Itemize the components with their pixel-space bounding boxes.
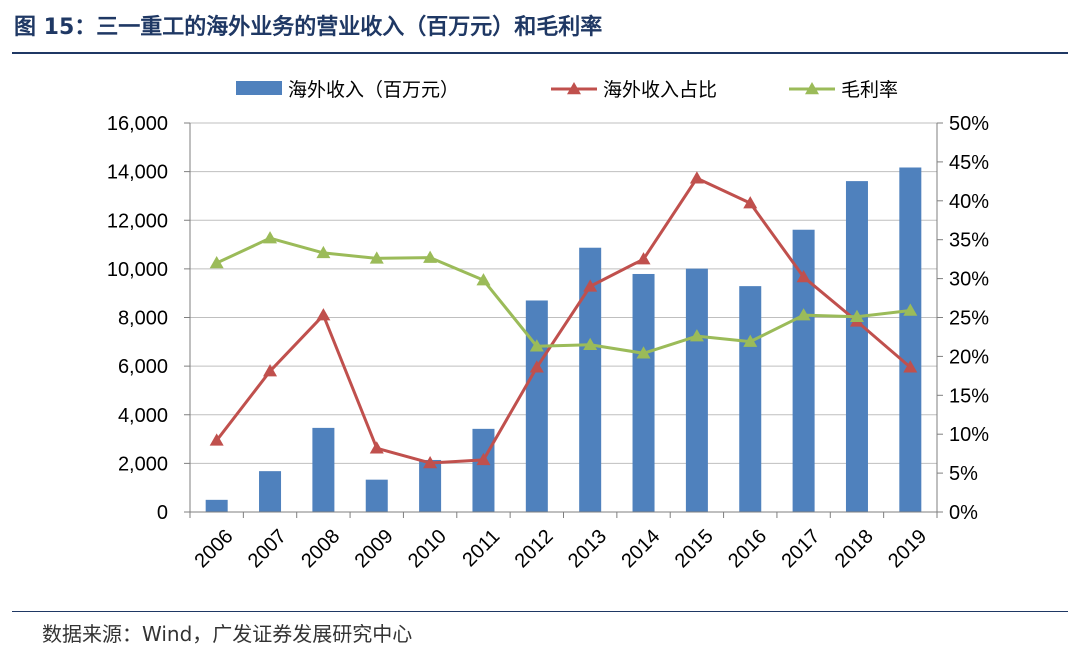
left-tick-label: 12,000 bbox=[107, 210, 168, 232]
x-tick-label: 2011 bbox=[458, 525, 504, 571]
bar bbox=[579, 247, 602, 512]
data-point bbox=[636, 252, 651, 265]
left-tick-label: 0 bbox=[157, 502, 168, 524]
legend-marker bbox=[567, 82, 581, 95]
legend-marker bbox=[805, 82, 819, 95]
data-point bbox=[316, 308, 331, 321]
left-tick-label: 2,000 bbox=[118, 453, 168, 475]
data-point bbox=[636, 346, 651, 359]
series-line bbox=[215, 176, 912, 465]
series-line bbox=[216, 236, 911, 355]
data-point bbox=[796, 308, 811, 321]
data-point bbox=[423, 250, 438, 263]
data-point bbox=[263, 231, 278, 244]
left-tick-label: 4,000 bbox=[118, 405, 168, 427]
chart-legend: 海外收入（百万元） 海外收入占比 毛利率 bbox=[236, 79, 898, 101]
left-tick-label: 14,000 bbox=[107, 162, 168, 184]
combo-chart: 0 2,000 4,000 6,000 8,000 10,000 12,000 14,000 1… bbox=[107, 79, 989, 572]
x-tick-label: 2013 bbox=[564, 525, 611, 572]
data-point bbox=[583, 337, 598, 350]
bar bbox=[205, 499, 228, 512]
bar bbox=[792, 229, 815, 512]
left-tick-label: 6,000 bbox=[118, 356, 168, 378]
axes bbox=[184, 122, 943, 518]
x-tick-label: 2009 bbox=[351, 525, 398, 572]
data-point bbox=[849, 309, 864, 322]
x-tick-label: 2014 bbox=[617, 525, 664, 572]
data-point bbox=[423, 455, 438, 469]
source-divider bbox=[12, 611, 1068, 612]
legend-swatch bbox=[236, 81, 282, 95]
bar bbox=[632, 273, 655, 512]
line-series bbox=[209, 171, 918, 469]
x-tick-label: 2018 bbox=[831, 525, 878, 572]
right-tick-label: 25% bbox=[949, 308, 989, 330]
left-axis-tick-labels: 0 2,000 4,000 6,000 8,000 10,000 12,000 14,000 1… bbox=[107, 113, 168, 524]
left-tick-label: 8,000 bbox=[118, 308, 168, 330]
x-tick-label: 2006 bbox=[191, 525, 238, 572]
data-point bbox=[209, 433, 224, 446]
bar bbox=[312, 427, 335, 512]
x-axis-tick-labels: 2006 2007 2008 2009 2010 2011 2012 2013 2014 2015… bbox=[191, 525, 932, 572]
right-tick-label: 50% bbox=[949, 113, 989, 135]
right-tick-label: 10% bbox=[949, 424, 989, 446]
chart-title: 图 15：三一重工的海外业务的营业收入（百万元）和毛利率 bbox=[14, 15, 603, 40]
bar bbox=[899, 167, 922, 512]
right-tick-label: 5% bbox=[949, 463, 978, 485]
bar bbox=[419, 459, 442, 512]
right-tick-label: 35% bbox=[949, 230, 989, 252]
right-axis-tick-labels: 0% 5% 10% 15% 20% 25% 30% 35% 40% 45% 50% bbox=[949, 113, 989, 524]
data-point bbox=[796, 270, 811, 283]
source-note: 数据来源：Wind，广发证券发展研究中心 bbox=[42, 622, 413, 646]
right-tick-label: 15% bbox=[949, 385, 989, 407]
bar bbox=[845, 181, 868, 512]
right-tick-label: 0% bbox=[949, 502, 978, 524]
right-tick-label: 45% bbox=[949, 152, 989, 174]
gridlines bbox=[190, 122, 937, 513]
data-point bbox=[529, 339, 544, 352]
bar bbox=[472, 428, 495, 512]
x-tick-label: 2015 bbox=[671, 525, 718, 572]
bar bbox=[365, 479, 388, 512]
x-tick-label: 2007 bbox=[244, 525, 291, 572]
bar bbox=[259, 471, 282, 512]
data-point bbox=[263, 364, 278, 377]
bar bbox=[739, 286, 762, 512]
legend-label: 毛利率 bbox=[841, 79, 898, 101]
data-point bbox=[743, 196, 758, 209]
right-tick-label: 20% bbox=[949, 346, 989, 368]
left-tick-label: 10,000 bbox=[107, 259, 168, 281]
bar bbox=[685, 268, 708, 512]
right-tick-label: 30% bbox=[949, 269, 989, 291]
data-point bbox=[316, 245, 331, 259]
x-tick-label: 2010 bbox=[404, 525, 451, 572]
title-divider bbox=[12, 52, 1068, 54]
data-point bbox=[689, 329, 704, 342]
data-point bbox=[369, 251, 384, 264]
data-point bbox=[583, 279, 598, 292]
x-tick-label: 2012 bbox=[511, 525, 558, 572]
bar bbox=[525, 300, 548, 512]
right-tick-label: 40% bbox=[949, 191, 989, 213]
legend-label: 海外收入占比 bbox=[603, 79, 717, 101]
data-point bbox=[743, 334, 758, 347]
left-tick-label: 16,000 bbox=[107, 113, 168, 135]
x-tick-label: 2019 bbox=[884, 525, 931, 572]
data-point bbox=[529, 360, 544, 373]
data-point bbox=[209, 256, 224, 269]
data-point bbox=[903, 303, 918, 316]
data-point bbox=[689, 171, 704, 184]
legend-label: 海外收入（百万元） bbox=[288, 79, 459, 101]
data-point bbox=[476, 452, 491, 466]
x-tick-label: 2016 bbox=[724, 525, 771, 572]
data-point bbox=[369, 441, 384, 454]
data-point bbox=[903, 360, 918, 373]
bar-series bbox=[205, 167, 922, 512]
x-tick-label: 2017 bbox=[777, 525, 824, 572]
data-point bbox=[476, 273, 491, 286]
x-tick-label: 2008 bbox=[297, 525, 344, 572]
